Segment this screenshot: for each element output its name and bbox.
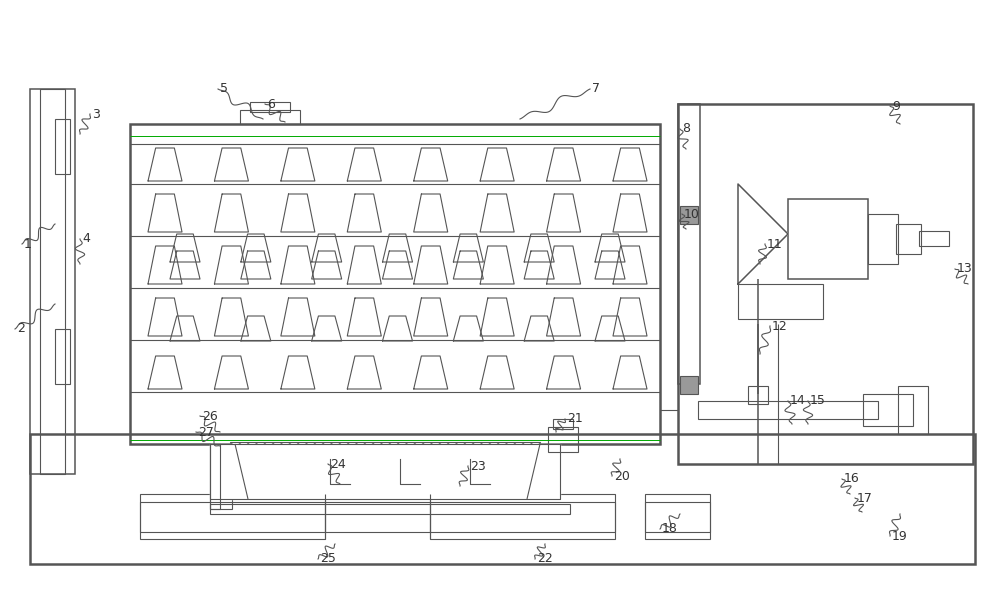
Bar [680, 206, 698, 224]
Text: 3: 3 [92, 108, 100, 121]
Bar [863, 394, 913, 426]
Text: 13: 13 [957, 263, 973, 276]
Text: 9: 9 [892, 100, 900, 112]
Text: 14: 14 [790, 394, 806, 407]
Bar [548, 427, 578, 452]
Text: 10: 10 [684, 207, 700, 220]
Text: 24: 24 [330, 457, 346, 470]
Bar [210, 444, 220, 509]
Text: 4: 4 [82, 232, 90, 245]
Text: 22: 22 [537, 552, 553, 565]
Bar [680, 376, 698, 394]
Text: 15: 15 [810, 394, 826, 407]
Text: 8: 8 [682, 122, 690, 135]
Bar [645, 494, 710, 539]
Bar [430, 502, 615, 532]
Text: 5: 5 [220, 83, 228, 96]
Bar [919, 231, 949, 246]
Bar [210, 444, 232, 509]
Text: 7: 7 [592, 83, 600, 96]
Bar [230, 442, 540, 456]
Text: 17: 17 [857, 491, 873, 504]
Text: 26: 26 [202, 409, 218, 422]
Bar [678, 104, 700, 384]
Text: 1: 1 [24, 238, 32, 251]
Bar [250, 102, 290, 112]
Text: 27: 27 [198, 425, 214, 438]
Bar [140, 502, 325, 532]
Bar [430, 494, 615, 539]
Bar [140, 494, 325, 539]
Bar [210, 504, 570, 514]
Bar [788, 199, 868, 279]
Bar [738, 284, 823, 319]
Bar [30, 89, 75, 474]
Text: 23: 23 [470, 460, 486, 472]
Text: 18: 18 [662, 523, 678, 536]
Polygon shape [210, 444, 560, 499]
Text: 16: 16 [844, 472, 860, 485]
Bar [240, 110, 300, 124]
Bar [40, 89, 65, 474]
Polygon shape [738, 184, 788, 284]
Bar [130, 124, 660, 444]
Bar [55, 329, 70, 384]
Bar [678, 104, 973, 464]
Text: 2: 2 [17, 323, 25, 336]
Bar [553, 419, 573, 429]
Bar [868, 214, 898, 264]
Text: 11: 11 [767, 238, 783, 251]
Text: 21: 21 [567, 412, 583, 425]
Text: 20: 20 [614, 469, 630, 482]
Text: 25: 25 [320, 552, 336, 565]
Text: 12: 12 [772, 320, 788, 333]
Bar [55, 119, 70, 174]
Bar [645, 502, 710, 532]
Bar [898, 386, 928, 434]
Bar [896, 224, 921, 254]
Text: 19: 19 [892, 529, 908, 542]
Bar [30, 434, 975, 564]
Bar [748, 386, 768, 404]
Text: 6: 6 [267, 97, 275, 110]
Bar [698, 401, 878, 419]
